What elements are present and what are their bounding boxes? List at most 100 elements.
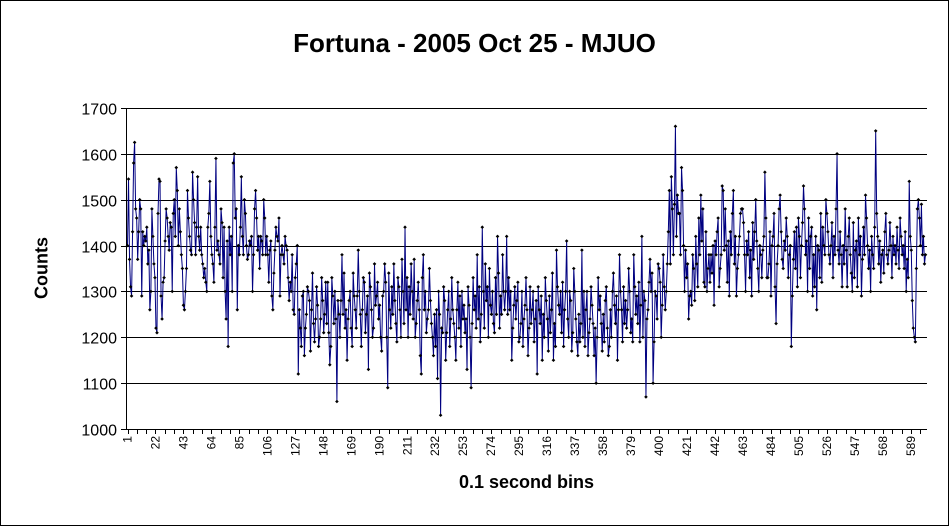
data-point [406, 335, 410, 340]
data-point [769, 294, 773, 298]
data-point [219, 207, 223, 211]
data-point [402, 321, 406, 326]
data-point [320, 298, 325, 303]
data-point [766, 275, 770, 280]
data-point [528, 285, 532, 289]
data-point [385, 385, 390, 390]
data-point [213, 225, 217, 230]
data-point [178, 230, 183, 234]
data-point [897, 266, 901, 271]
data-point [887, 248, 891, 252]
x-tick-label: 421 [680, 436, 694, 456]
data-point [355, 294, 360, 298]
data-point [601, 312, 606, 317]
data-point [309, 307, 314, 312]
data-point [622, 321, 627, 326]
data-point [722, 248, 727, 252]
data-point [735, 266, 740, 271]
data-point [414, 321, 418, 326]
data-point [475, 252, 479, 257]
x-tick-label: 295 [512, 436, 526, 456]
data-point [137, 197, 142, 202]
data-point [675, 193, 680, 197]
data-point [244, 243, 249, 248]
data-point [135, 257, 140, 262]
data-point [390, 285, 394, 289]
data-point [852, 275, 857, 280]
data-point [256, 234, 261, 239]
data-point [427, 266, 432, 271]
data-point [151, 234, 155, 239]
data-point [871, 266, 876, 271]
data-point [492, 330, 497, 335]
data-point [889, 243, 893, 248]
data-point [420, 275, 425, 280]
data-point [296, 372, 301, 376]
data-point [241, 252, 246, 257]
data-point [582, 289, 586, 294]
data-point [142, 234, 147, 239]
data-point [284, 243, 288, 248]
data-point [416, 280, 421, 285]
data-point [541, 312, 546, 317]
data-point [816, 248, 821, 252]
data-point [580, 248, 584, 252]
data-point [293, 275, 298, 280]
data-point [310, 271, 315, 275]
data-point [503, 289, 508, 294]
data-point [713, 239, 717, 243]
data-point [665, 262, 670, 266]
data-point [520, 289, 524, 294]
data-point [830, 220, 834, 225]
data-point [354, 326, 359, 330]
x-tick-label: 190 [372, 436, 386, 456]
data-point [289, 289, 293, 294]
data-point [207, 211, 211, 216]
data-point [195, 174, 200, 179]
data-point [800, 220, 805, 225]
data-point [336, 298, 340, 303]
data-point [558, 289, 563, 294]
y-tick-label: 1400 [81, 240, 117, 257]
data-point [753, 197, 758, 202]
data-point [367, 271, 372, 275]
data-point [337, 312, 341, 317]
data-point [519, 321, 523, 326]
data-point [861, 225, 866, 230]
data-point [372, 262, 377, 266]
data-point [604, 285, 609, 289]
data-point [131, 161, 136, 165]
data-point [185, 188, 190, 193]
data-point [692, 298, 697, 303]
data-point [843, 207, 847, 211]
data-point [342, 271, 346, 275]
data-point [630, 340, 635, 344]
data-point [278, 294, 282, 298]
data-point [907, 179, 912, 184]
data-point [394, 321, 398, 326]
data-point [510, 326, 515, 330]
data-point [352, 294, 356, 298]
data-point [214, 156, 218, 161]
x-tick-label: 463 [736, 436, 750, 456]
data-point [543, 275, 548, 280]
data-point [319, 275, 324, 280]
data-point [152, 262, 156, 266]
data-point [130, 230, 135, 234]
data-point [497, 326, 502, 330]
data-point [885, 252, 889, 257]
data-point [255, 248, 260, 252]
data-point [612, 303, 617, 307]
data-point [742, 252, 747, 257]
data-point [823, 252, 827, 257]
data-point [609, 335, 614, 340]
data-point [272, 271, 276, 275]
data-point [430, 335, 435, 340]
data-point [242, 197, 247, 202]
data-point [362, 280, 367, 285]
data-point [149, 289, 153, 294]
data-point [412, 257, 416, 262]
data-point [426, 307, 431, 312]
data-point [418, 353, 423, 358]
data-point [875, 234, 880, 239]
